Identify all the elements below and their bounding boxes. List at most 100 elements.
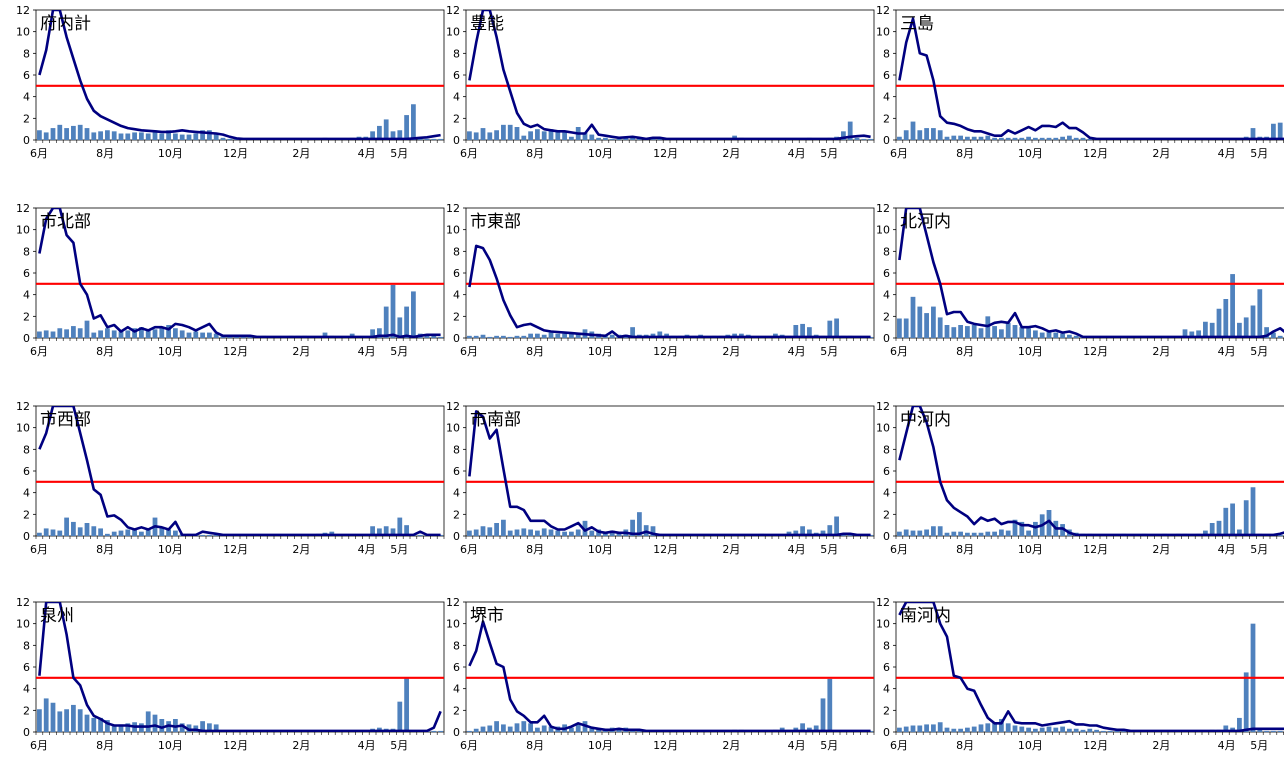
bar <box>467 530 472 536</box>
bar <box>1005 322 1011 338</box>
x-tick-label: 10月 <box>588 543 613 556</box>
bar <box>1033 330 1038 338</box>
bar <box>1264 730 1269 732</box>
bar <box>971 136 977 140</box>
bar <box>1230 503 1235 536</box>
y-tick-label: 2 <box>23 508 30 521</box>
bar <box>207 332 212 338</box>
bar <box>179 723 185 732</box>
bar <box>917 130 923 140</box>
bar <box>528 723 533 732</box>
bar <box>207 534 212 536</box>
bar <box>411 291 416 338</box>
chart-panel: 0 2 4 6 8 10 12 6月 8月 10月 12月 2月 4月 5月 市東部 <box>446 202 875 358</box>
bar <box>91 332 97 338</box>
bar <box>999 719 1004 732</box>
y-tick-label: 6 <box>883 69 890 82</box>
chart-title: 豊能 <box>470 14 504 34</box>
bar <box>64 709 69 732</box>
bar <box>111 131 117 140</box>
bar <box>657 331 663 338</box>
plot-frame <box>895 9 1284 141</box>
y-tick-label: 6 <box>23 465 30 478</box>
bar <box>999 137 1004 140</box>
bar <box>390 284 396 338</box>
bar <box>951 135 957 140</box>
bar <box>125 133 131 140</box>
bar <box>200 721 205 732</box>
x-tick-label: 5月 <box>1250 147 1268 160</box>
x-tick-label: 6月 <box>890 147 908 160</box>
bar <box>1107 730 1113 732</box>
y-tick-label: 6 <box>883 465 890 478</box>
y-tick-label: 0 <box>23 530 30 543</box>
bar <box>57 124 63 140</box>
series-line <box>38 406 441 536</box>
bar <box>1271 123 1276 140</box>
chart-title: 市北部 <box>40 212 91 232</box>
bar <box>1277 730 1283 732</box>
bar <box>200 534 205 536</box>
bar <box>562 333 567 338</box>
bar <box>377 125 382 140</box>
bar <box>411 104 416 140</box>
y-tick-label: 2 <box>883 112 890 125</box>
bar <box>575 333 581 338</box>
bar <box>603 137 608 140</box>
chart-panel: 0 2 4 6 8 10 12 6月 8月 10月 12月 2月 4月 5月 泉州 <box>16 596 445 752</box>
bar <box>397 317 403 338</box>
y-tick-label: 2 <box>23 704 30 717</box>
bar <box>1039 332 1045 338</box>
bar <box>139 132 144 140</box>
bar <box>528 529 533 536</box>
y-tick-label: 10 <box>446 26 460 39</box>
bar <box>1243 317 1249 338</box>
bar <box>589 530 595 536</box>
bar <box>501 724 506 732</box>
bar <box>999 329 1004 338</box>
bar <box>985 531 991 536</box>
bar <box>1033 137 1038 140</box>
bar <box>1080 137 1086 140</box>
bar <box>616 138 622 140</box>
bar <box>118 530 124 536</box>
bar <box>1067 728 1072 732</box>
bar <box>139 327 144 338</box>
bar <box>370 131 375 140</box>
y-tick-label: 0 <box>883 530 890 543</box>
bar <box>548 129 554 140</box>
bar <box>438 138 443 140</box>
bar <box>541 334 547 338</box>
bar <box>528 333 533 338</box>
bar <box>1250 487 1256 536</box>
bar <box>917 725 923 732</box>
y-tick-label: 8 <box>883 245 890 258</box>
bar <box>125 330 131 338</box>
y-tick-label: 10 <box>16 422 30 435</box>
y-tick-label: 8 <box>453 443 460 456</box>
y-tick-label: 0 <box>883 726 890 739</box>
chart-title: 堺市 <box>470 606 504 626</box>
bar <box>473 132 479 140</box>
bar <box>657 138 663 140</box>
bar <box>897 136 902 140</box>
bar <box>473 728 479 732</box>
x-tick-label: 12月 <box>653 543 678 556</box>
chart-panel: 0 2 4 6 8 10 12 6月 8月 10月 12月 2月 4月 5月 府内計 <box>16 4 445 160</box>
bar <box>958 325 963 338</box>
chart-panel: 0 2 4 6 8 10 12 6月 8月 10月 12月 2月 4月 5月 市南部 <box>446 400 875 556</box>
bar <box>1223 299 1229 338</box>
y-tick-label: 0 <box>883 134 890 147</box>
chart-panel: 0 2 4 6 8 10 12 6月 8月 10月 12月 2月 4月 5月 三島 <box>876 4 1284 160</box>
y-tick-label: 4 <box>23 683 30 696</box>
bar <box>91 526 97 536</box>
y-tick-label: 4 <box>23 289 30 302</box>
bar <box>521 335 527 338</box>
bar <box>91 132 97 140</box>
x-tick-label: 4月 <box>358 739 376 752</box>
y-tick-label: 12 <box>446 596 460 609</box>
bar <box>132 132 137 140</box>
bar <box>931 128 936 140</box>
bar <box>507 530 513 536</box>
